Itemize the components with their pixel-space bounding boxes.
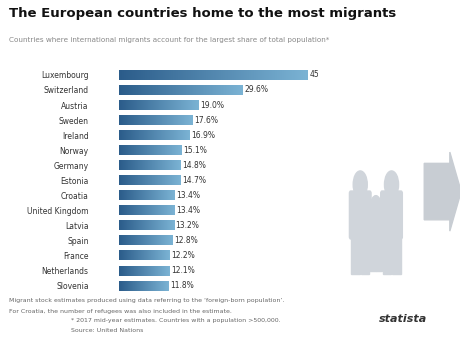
Text: 12.1%: 12.1% — [171, 266, 195, 275]
Text: Migrant stock estimates produced using data referring to the ‘foreign-born popul: Migrant stock estimates produced using d… — [9, 298, 285, 303]
Text: For Croatia, the number of refugees was also included in the estimate.: For Croatia, the number of refugees was … — [9, 309, 232, 314]
Ellipse shape — [353, 171, 367, 198]
FancyArrow shape — [424, 152, 461, 231]
FancyBboxPatch shape — [349, 191, 371, 239]
FancyBboxPatch shape — [381, 191, 402, 239]
FancyBboxPatch shape — [368, 210, 384, 246]
Text: 13.2%: 13.2% — [176, 221, 200, 230]
Ellipse shape — [384, 171, 399, 198]
Text: 13.4%: 13.4% — [176, 191, 201, 200]
Bar — [383, 234, 391, 274]
Text: 14.7%: 14.7% — [182, 176, 206, 185]
Bar — [361, 234, 369, 274]
Text: statista: statista — [379, 313, 427, 324]
Text: The European countries home to the most migrants: The European countries home to the most … — [9, 7, 397, 20]
Text: 15.1%: 15.1% — [183, 146, 208, 155]
Text: 19.0%: 19.0% — [200, 100, 224, 110]
Text: 45.3%: 45.3% — [310, 70, 334, 80]
Text: 13.4%: 13.4% — [176, 206, 201, 215]
Text: 17.6%: 17.6% — [194, 116, 218, 125]
Bar — [376, 242, 383, 271]
Text: 12.8%: 12.8% — [174, 236, 198, 245]
Ellipse shape — [371, 196, 381, 216]
Text: Countries where international migrants account for the largest share of total po: Countries where international migrants a… — [9, 37, 330, 43]
Text: Source: United Nations: Source: United Nations — [71, 328, 144, 333]
Bar — [369, 242, 375, 271]
Bar — [351, 234, 360, 274]
Text: 11.8%: 11.8% — [170, 281, 193, 290]
Text: 16.9%: 16.9% — [191, 131, 215, 140]
Text: * 2017 mid-year estimates. Countries with a population >500,000.: * 2017 mid-year estimates. Countries wit… — [71, 318, 281, 324]
Bar — [392, 234, 401, 274]
Text: 29.6%: 29.6% — [244, 86, 268, 94]
Text: 14.8%: 14.8% — [182, 161, 206, 170]
Text: 12.2%: 12.2% — [172, 251, 195, 260]
